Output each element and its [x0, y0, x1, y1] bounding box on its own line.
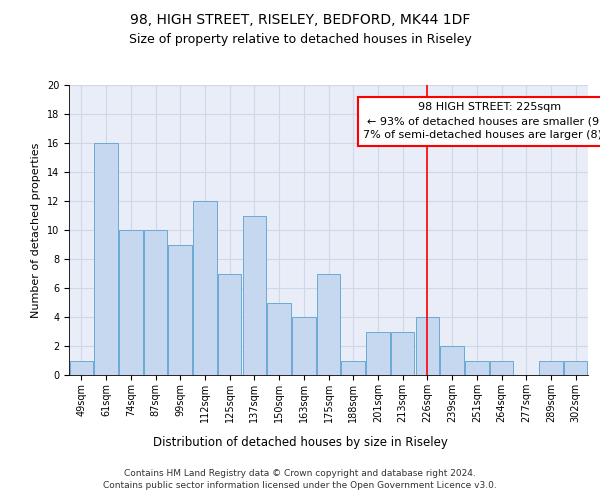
- Bar: [94, 143, 118, 375]
- Y-axis label: Number of detached properties: Number of detached properties: [31, 142, 41, 318]
- Bar: [490, 360, 513, 375]
- Bar: [465, 360, 488, 375]
- Bar: [292, 317, 316, 375]
- Text: 98, HIGH STREET, RISELEY, BEDFORD, MK44 1DF: 98, HIGH STREET, RISELEY, BEDFORD, MK44 …: [130, 12, 470, 26]
- Bar: [268, 302, 291, 375]
- Bar: [539, 360, 563, 375]
- Bar: [317, 274, 340, 375]
- Text: Size of property relative to detached houses in Riseley: Size of property relative to detached ho…: [128, 32, 472, 46]
- Bar: [193, 201, 217, 375]
- Bar: [70, 360, 93, 375]
- Text: Distribution of detached houses by size in Riseley: Distribution of detached houses by size …: [152, 436, 448, 449]
- Bar: [564, 360, 587, 375]
- Bar: [440, 346, 464, 375]
- Bar: [242, 216, 266, 375]
- Bar: [366, 332, 389, 375]
- Bar: [218, 274, 241, 375]
- Bar: [169, 244, 192, 375]
- Bar: [144, 230, 167, 375]
- Bar: [341, 360, 365, 375]
- Text: 98 HIGH STREET: 225sqm
← 93% of detached houses are smaller (99)
7% of semi-deta: 98 HIGH STREET: 225sqm ← 93% of detached…: [363, 102, 600, 141]
- Bar: [416, 317, 439, 375]
- Bar: [391, 332, 415, 375]
- Text: Contains HM Land Registry data © Crown copyright and database right 2024.
Contai: Contains HM Land Registry data © Crown c…: [103, 468, 497, 490]
- Bar: [119, 230, 143, 375]
